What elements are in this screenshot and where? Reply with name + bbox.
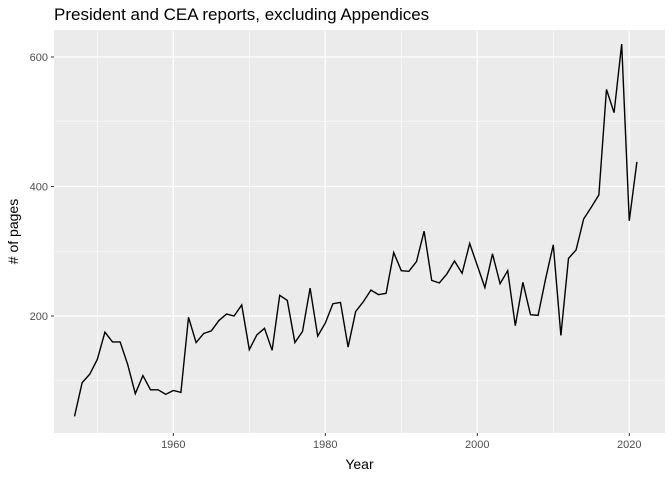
x-tick-label: 1960 [161, 439, 185, 451]
x-tick-label: 2000 [465, 439, 489, 451]
y-tick-label: 200 [30, 311, 48, 323]
y-tick-label: 400 [30, 181, 48, 193]
y-axis-title: # of pages [5, 199, 21, 264]
x-axis-title: Year [345, 456, 374, 472]
series-line [73, 43, 638, 417]
x-axis: 1960 1980 2000 2020 [161, 433, 642, 451]
x-tick-label: 2020 [617, 439, 641, 451]
plot-panel [54, 30, 665, 433]
y-axis: 200 400 600 [30, 52, 54, 323]
chart-title: President and CEA reports, excluding App… [54, 5, 429, 24]
y-tick-label: 600 [30, 52, 48, 64]
x-tick-label: 1980 [313, 439, 337, 451]
minor-gridlines [54, 30, 665, 433]
major-gridlines [54, 30, 665, 433]
